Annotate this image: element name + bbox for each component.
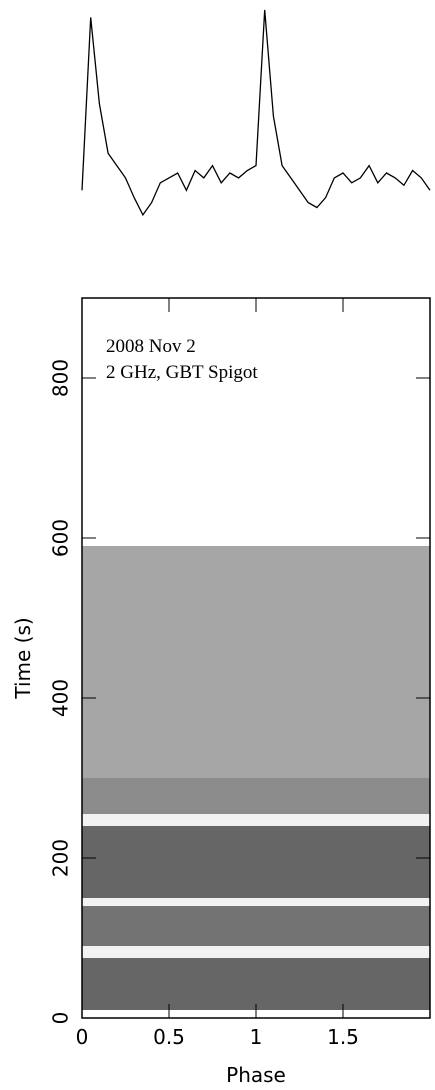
y-tick-label: 200 <box>49 839 73 877</box>
image-band <box>82 906 430 946</box>
image-band <box>82 546 430 778</box>
y-tick-label: 400 <box>49 679 73 717</box>
profile-line <box>81 9 431 217</box>
x-tick-label: 0 <box>76 1025 89 1049</box>
y-axis-label: Time (s) <box>11 617 35 699</box>
x-axis-label: Phase <box>226 1063 286 1087</box>
y-tick-label: 800 <box>49 359 73 397</box>
y-tick-label: 600 <box>49 519 73 557</box>
x-tick-label: 1.5 <box>327 1025 359 1049</box>
image-band <box>82 778 430 814</box>
annotation: 2008 Nov 2 <box>106 336 196 357</box>
annotation: 2 GHz, GBT Spigot <box>106 362 258 383</box>
y-tick-label: 0 <box>49 1012 73 1025</box>
image-band <box>82 958 430 1010</box>
image-band <box>82 946 430 958</box>
x-tick-label: 1 <box>250 1025 263 1049</box>
x-tick-label: 0.5 <box>153 1025 185 1049</box>
image-band <box>82 814 430 826</box>
image-band <box>82 826 430 898</box>
image-band <box>82 898 430 906</box>
